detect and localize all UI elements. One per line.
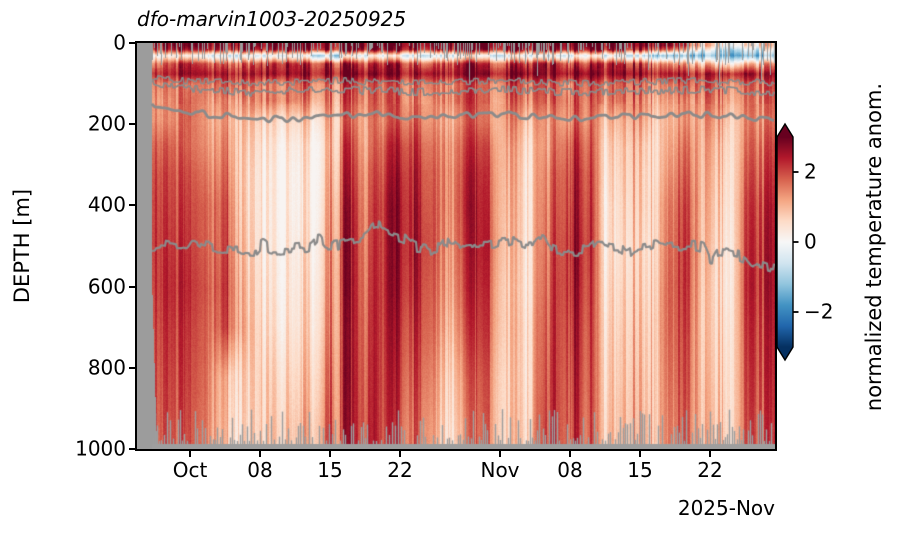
colorbar-gradient <box>777 137 793 347</box>
y-tick-mark <box>129 366 137 369</box>
colorbar-arrow-down <box>777 346 793 360</box>
x-tick-mark <box>329 449 331 457</box>
x-tick-label: Nov <box>480 458 520 482</box>
x-tick-mark <box>569 449 571 457</box>
x-tick-label: 08 <box>557 458 583 482</box>
y-tick-mark <box>129 204 137 207</box>
y-tick-label: 200 <box>87 111 126 136</box>
heatmap-canvas <box>137 43 775 449</box>
y-tick-label: 1000 <box>75 436 126 461</box>
y-tick-label: 0 <box>113 30 126 55</box>
x-axis-offset-label: 2025-Nov <box>677 496 775 520</box>
plot-title: dfo-marvin1003-20250925 <box>137 7 407 31</box>
x-tick-mark <box>189 449 191 457</box>
y-tick-label: 800 <box>87 355 126 380</box>
colorbar-arrow-up <box>777 124 793 138</box>
y-tick-mark <box>129 448 137 450</box>
x-tick-mark <box>499 449 501 457</box>
x-tick-label: 15 <box>317 458 343 482</box>
y-tick-label: 600 <box>87 274 126 299</box>
x-tick-mark <box>709 449 711 457</box>
colorbar-tick-label: 0 <box>804 229 817 254</box>
y-tick-label: 400 <box>87 192 126 217</box>
colorbar-outline <box>776 122 794 362</box>
x-tick-mark <box>259 449 261 457</box>
x-tick-mark <box>399 449 401 457</box>
colorbar-tick-label: 2 <box>804 159 817 184</box>
x-tick-label: 15 <box>627 458 653 482</box>
colorbar-label: normalized temperature anom. <box>862 82 886 412</box>
x-tick-label: 22 <box>697 458 723 482</box>
x-tick-mark <box>639 449 641 457</box>
x-tick-label: Oct <box>172 458 208 482</box>
x-tick-label: 08 <box>247 458 273 482</box>
y-tick-mark <box>129 123 137 126</box>
colorbar-tick-label: −2 <box>804 299 834 324</box>
y-tick-mark <box>129 42 137 44</box>
y-tick-mark <box>129 285 137 288</box>
colorbar <box>776 122 799 362</box>
x-tick-label: 22 <box>387 458 413 482</box>
colorbar-tick-marks <box>793 171 799 313</box>
